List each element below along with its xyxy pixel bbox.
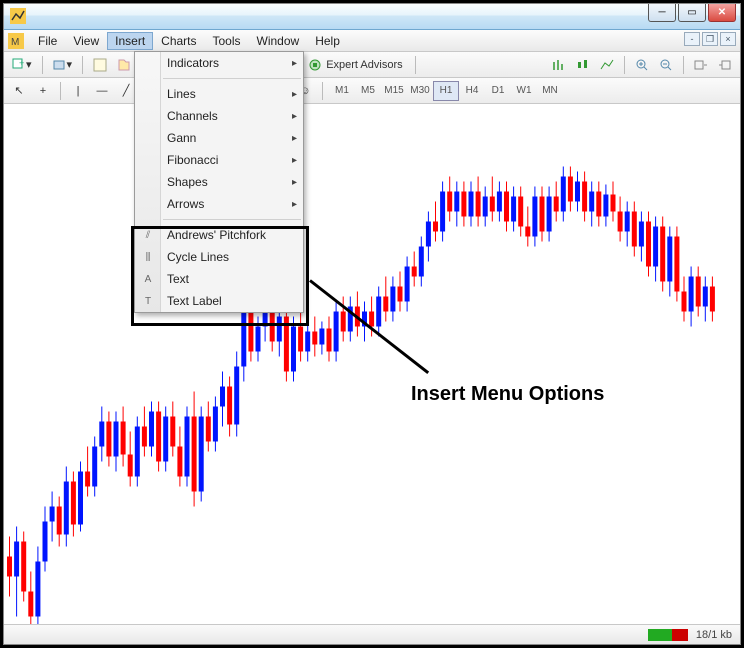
svg-text:+: +	[19, 58, 24, 68]
marketwatch-button[interactable]	[89, 54, 111, 76]
connection-kb-label: 18/1 kb	[696, 629, 732, 641]
mt-icon: M	[8, 33, 24, 49]
crosshair-icon[interactable]: +	[32, 80, 54, 102]
menu-window[interactable]: Window	[249, 32, 308, 50]
candlestick-chart	[4, 104, 740, 624]
menu-item-lines[interactable]: Lines	[135, 83, 303, 105]
vline-icon[interactable]: |	[67, 80, 89, 102]
minimize-button[interactable]: ─	[648, 4, 676, 22]
toolbar-main: +▾ ▾ w Order ! Expert Advisors	[4, 52, 740, 78]
timeframe-m1[interactable]: M1	[329, 81, 355, 101]
menu-charts[interactable]: Charts	[153, 32, 204, 50]
hline-icon[interactable]: —	[91, 80, 113, 102]
menu-tools[interactable]: Tools	[205, 32, 249, 50]
annotation-text: Insert Menu Options	[411, 383, 604, 406]
navigator-button[interactable]	[113, 54, 135, 76]
chart-candles-icon[interactable]	[572, 54, 594, 76]
zoom-in-icon[interactable]	[631, 54, 653, 76]
chartshift-icon[interactable]	[714, 54, 736, 76]
timeframe-h4[interactable]: H4	[459, 81, 485, 101]
timeframe-m30[interactable]: M30	[407, 81, 433, 101]
autoscroll-icon[interactable]	[690, 54, 712, 76]
chart-bars-icon[interactable]	[548, 54, 570, 76]
timeframe-m5[interactable]: M5	[355, 81, 381, 101]
statusbar: 18/1 kb	[4, 624, 740, 644]
timeframe-m15[interactable]: M15	[381, 81, 407, 101]
menu-file[interactable]: File	[30, 32, 65, 50]
chart-area[interactable]	[4, 104, 740, 624]
timeframe-h1[interactable]: H1	[433, 81, 459, 101]
new-chart-button[interactable]: +▾	[8, 54, 36, 76]
chart-line-icon[interactable]	[596, 54, 618, 76]
svg-text:M: M	[11, 37, 19, 48]
menu-item-channels[interactable]: Channels	[135, 105, 303, 127]
titlebar[interactable]: ─ ▭ ✕	[4, 4, 740, 30]
menu-insert[interactable]: Insert	[107, 32, 153, 50]
mdi-close-button[interactable]: ×	[720, 32, 736, 46]
menu-view[interactable]: View	[65, 32, 107, 50]
cursor-icon[interactable]: ↖	[8, 80, 30, 102]
profiles-button[interactable]: ▾	[49, 54, 77, 76]
timeframe-w1[interactable]: W1	[511, 81, 537, 101]
connection-indicator-icon	[648, 629, 688, 641]
annotation-highlight-box	[131, 226, 309, 326]
close-button[interactable]: ✕	[708, 4, 736, 22]
toolbar-drawing: ↖ + | — ╱ ⫽ ≡ A ▭ ↑ ↓ ☺ M1M5M15M30H1H4D1…	[4, 78, 740, 104]
app-window: ─ ▭ ✕ M FileViewInsertChartsToolsWindowH…	[3, 3, 741, 645]
app-icon	[10, 8, 26, 24]
mdi-restore-button[interactable]: ❐	[702, 32, 718, 46]
maximize-button[interactable]: ▭	[678, 4, 706, 22]
menubar: M FileViewInsertChartsToolsWindowHelp - …	[4, 30, 740, 52]
expert-advisors-button[interactable]: Expert Advisors	[302, 54, 408, 76]
menu-item-shapes[interactable]: Shapes	[135, 171, 303, 193]
timeframe-mn[interactable]: MN	[537, 81, 563, 101]
mdi-minimize-button[interactable]: -	[684, 32, 700, 46]
menu-item-indicators[interactable]: Indicators	[135, 52, 303, 74]
menu-item-gann[interactable]: Gann	[135, 127, 303, 149]
menu-help[interactable]: Help	[307, 32, 348, 50]
timeframe-d1[interactable]: D1	[485, 81, 511, 101]
menu-item-arrows[interactable]: Arrows	[135, 193, 303, 215]
menu-item-fibonacci[interactable]: Fibonacci	[135, 149, 303, 171]
zoom-out-icon[interactable]	[655, 54, 677, 76]
